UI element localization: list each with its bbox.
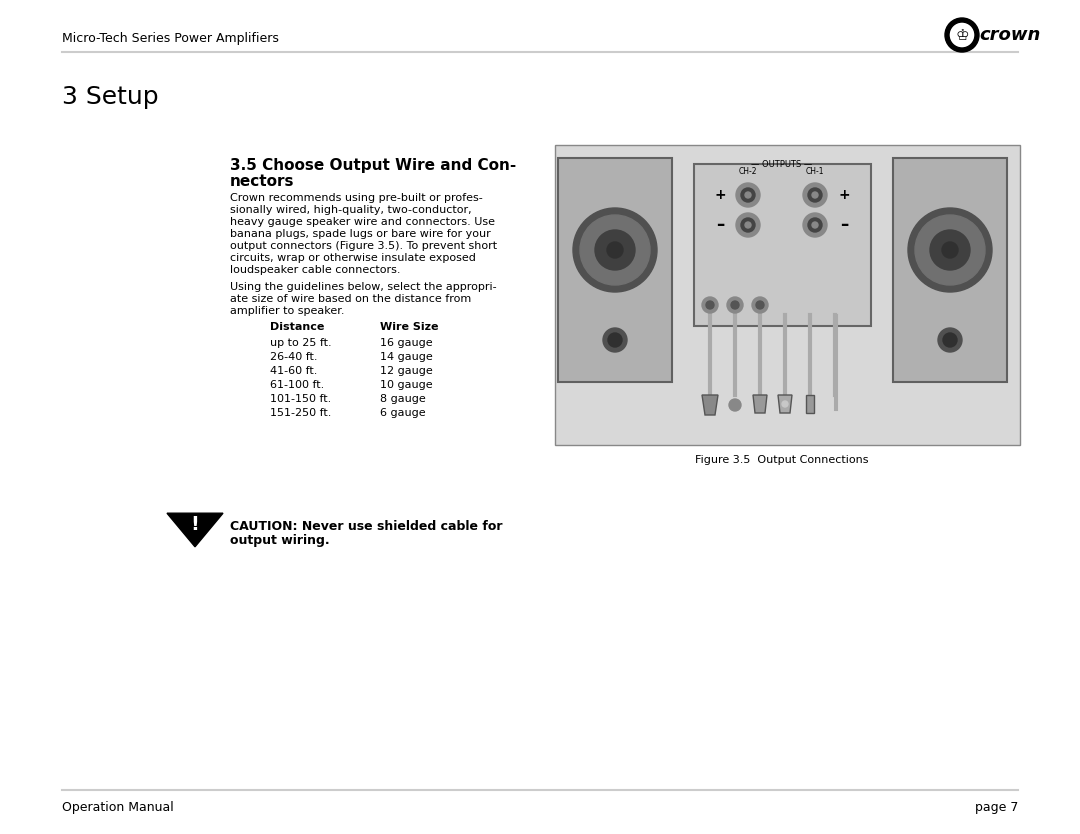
Text: 14 gauge: 14 gauge <box>380 352 433 362</box>
Circle shape <box>595 230 635 270</box>
Text: 26-40 ft.: 26-40 ft. <box>270 352 318 362</box>
Circle shape <box>812 192 818 198</box>
Circle shape <box>939 328 962 352</box>
Text: output connectors (Figure 3.5). To prevent short: output connectors (Figure 3.5). To preve… <box>230 241 497 251</box>
Polygon shape <box>806 395 814 413</box>
Circle shape <box>808 218 822 232</box>
Text: Distance: Distance <box>270 322 324 332</box>
FancyBboxPatch shape <box>558 158 672 382</box>
Circle shape <box>915 215 985 285</box>
Circle shape <box>731 301 739 309</box>
Circle shape <box>782 401 788 407</box>
Circle shape <box>745 222 751 228</box>
Text: 3 Setup: 3 Setup <box>62 85 159 109</box>
Text: 41-60 ft.: 41-60 ft. <box>270 366 318 376</box>
Polygon shape <box>778 395 792 413</box>
Text: !: ! <box>190 515 200 535</box>
Circle shape <box>735 183 760 207</box>
Text: Figure 3.5  Output Connections: Figure 3.5 Output Connections <box>696 455 868 465</box>
Text: loudspeaker cable connectors.: loudspeaker cable connectors. <box>230 265 401 275</box>
Text: crown: crown <box>978 26 1040 44</box>
Circle shape <box>808 188 822 202</box>
Circle shape <box>804 213 827 237</box>
Circle shape <box>603 328 627 352</box>
Text: nectors: nectors <box>230 174 295 189</box>
Text: — OUTPUTS —: — OUTPUTS — <box>752 160 812 169</box>
Text: +: + <box>714 188 726 202</box>
Ellipse shape <box>945 18 978 52</box>
Circle shape <box>804 183 827 207</box>
Circle shape <box>573 208 657 292</box>
Text: 61-100 ft.: 61-100 ft. <box>270 380 324 390</box>
Circle shape <box>580 215 650 285</box>
Text: Using the guidelines below, select the appropri-: Using the guidelines below, select the a… <box>230 282 497 292</box>
Text: ♔: ♔ <box>955 28 969 43</box>
Text: Wire Size: Wire Size <box>380 322 438 332</box>
Circle shape <box>741 218 755 232</box>
FancyBboxPatch shape <box>694 164 870 326</box>
Circle shape <box>702 297 718 313</box>
Text: CAUTION: Never use shielded cable for: CAUTION: Never use shielded cable for <box>230 520 502 533</box>
Polygon shape <box>167 513 222 547</box>
Text: CH-2: CH-2 <box>739 167 757 176</box>
Text: –: – <box>840 216 848 234</box>
Text: banana plugs, spade lugs or bare wire for your: banana plugs, spade lugs or bare wire fo… <box>230 229 490 239</box>
Text: 3.5 Choose Output Wire and Con-: 3.5 Choose Output Wire and Con- <box>230 158 516 173</box>
Text: Operation Manual: Operation Manual <box>62 801 174 815</box>
Text: 10 gauge: 10 gauge <box>380 380 433 390</box>
Circle shape <box>745 192 751 198</box>
Text: 101-150 ft.: 101-150 ft. <box>270 394 332 404</box>
Text: page 7: page 7 <box>974 801 1018 815</box>
Circle shape <box>942 242 958 258</box>
Text: circuits, wrap or otherwise insulate exposed: circuits, wrap or otherwise insulate exp… <box>230 253 476 263</box>
Circle shape <box>752 297 768 313</box>
Circle shape <box>756 301 764 309</box>
Text: output wiring.: output wiring. <box>230 534 329 547</box>
Circle shape <box>608 333 622 347</box>
FancyBboxPatch shape <box>893 158 1007 382</box>
Circle shape <box>741 188 755 202</box>
Circle shape <box>735 213 760 237</box>
Circle shape <box>706 301 714 309</box>
Text: 151-250 ft.: 151-250 ft. <box>270 408 332 418</box>
Text: CH-1: CH-1 <box>806 167 824 176</box>
Ellipse shape <box>949 22 975 48</box>
Text: 8 gauge: 8 gauge <box>380 394 426 404</box>
FancyBboxPatch shape <box>555 145 1020 445</box>
Circle shape <box>930 230 970 270</box>
Text: sionally wired, high-quality, two-conductor,: sionally wired, high-quality, two-conduc… <box>230 205 472 215</box>
Circle shape <box>908 208 993 292</box>
Text: Crown recommends using pre-built or profes-: Crown recommends using pre-built or prof… <box>230 193 483 203</box>
Text: 12 gauge: 12 gauge <box>380 366 433 376</box>
Circle shape <box>812 222 818 228</box>
Polygon shape <box>753 395 767 413</box>
Polygon shape <box>702 395 718 415</box>
Text: up to 25 ft.: up to 25 ft. <box>270 338 332 348</box>
Text: 16 gauge: 16 gauge <box>380 338 433 348</box>
Text: Micro-Tech Series Power Amplifiers: Micro-Tech Series Power Amplifiers <box>62 32 279 44</box>
Circle shape <box>943 333 957 347</box>
Circle shape <box>729 399 741 411</box>
Text: heavy gauge speaker wire and connectors. Use: heavy gauge speaker wire and connectors.… <box>230 217 495 227</box>
Circle shape <box>607 242 623 258</box>
Text: +: + <box>838 188 850 202</box>
Text: amplifier to speaker.: amplifier to speaker. <box>230 306 345 316</box>
Text: –: – <box>716 216 724 234</box>
Circle shape <box>727 297 743 313</box>
Text: ate size of wire based on the distance from: ate size of wire based on the distance f… <box>230 294 471 304</box>
Text: 6 gauge: 6 gauge <box>380 408 426 418</box>
